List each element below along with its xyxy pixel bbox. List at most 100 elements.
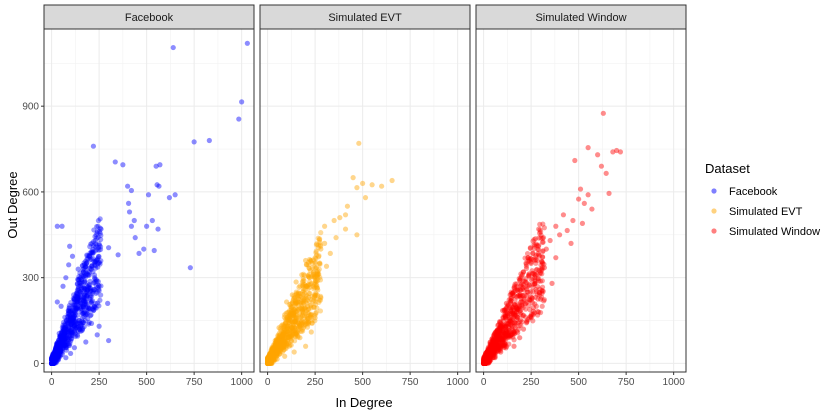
data-point	[84, 256, 90, 262]
data-point	[497, 329, 503, 335]
data-point	[535, 283, 541, 290]
data-point	[271, 345, 277, 351]
data-point	[52, 353, 59, 360]
data-point	[481, 360, 487, 367]
data-point	[536, 267, 542, 273]
data-point	[481, 360, 487, 367]
data-point	[266, 360, 273, 367]
data-point	[490, 343, 496, 349]
data-point	[314, 285, 321, 291]
data-point	[290, 324, 296, 330]
data-point	[497, 347, 503, 354]
data-point	[281, 337, 287, 343]
data-point	[535, 246, 542, 253]
data-point	[58, 346, 64, 352]
data-point	[74, 298, 81, 305]
data-point	[498, 337, 505, 343]
data-point	[267, 355, 274, 361]
data-point	[303, 257, 309, 264]
data-point	[496, 332, 502, 338]
data-point	[55, 348, 61, 355]
data-point	[54, 344, 60, 350]
data-point	[530, 311, 536, 317]
data-point	[491, 343, 497, 349]
data-point	[481, 360, 487, 367]
data-point	[74, 304, 80, 311]
data-point	[71, 308, 77, 314]
data-point	[84, 283, 90, 289]
data-point	[85, 321, 92, 327]
data-point	[66, 308, 72, 314]
data-point	[49, 360, 55, 367]
data-point	[269, 352, 275, 359]
data-point	[532, 275, 538, 281]
data-point	[96, 287, 102, 294]
data-point	[83, 258, 89, 264]
data-point	[530, 318, 536, 324]
data-point	[49, 356, 56, 362]
data-point	[488, 343, 494, 349]
data-point	[49, 357, 55, 363]
data-point	[272, 353, 278, 360]
data-point	[293, 315, 300, 321]
data-point	[67, 341, 73, 347]
data-point	[92, 259, 98, 265]
data-point	[496, 334, 502, 340]
data-point	[493, 332, 499, 338]
data-point	[63, 326, 69, 332]
data-point	[280, 333, 286, 339]
data-point	[300, 278, 306, 284]
data-point	[266, 360, 272, 367]
data-point	[265, 360, 271, 367]
data-point	[94, 278, 100, 284]
data-point	[485, 351, 491, 357]
data-point	[508, 291, 514, 297]
data-point	[83, 293, 90, 299]
data-point	[526, 271, 532, 277]
data-point	[269, 344, 275, 350]
data-point	[54, 352, 60, 359]
data-point	[486, 351, 492, 357]
data-point	[506, 341, 512, 347]
data-point	[77, 301, 83, 307]
data-point	[50, 357, 56, 363]
data-point	[90, 269, 96, 275]
data-point	[69, 330, 75, 336]
data-point	[481, 360, 487, 366]
data-point	[274, 344, 281, 350]
data-point	[482, 352, 489, 358]
data-point	[265, 356, 271, 362]
data-point	[492, 342, 498, 348]
data-point	[96, 253, 102, 260]
data-point	[73, 293, 79, 299]
data-point	[503, 333, 510, 339]
data-point	[481, 360, 487, 367]
data-point	[530, 284, 536, 290]
data-point	[528, 277, 534, 283]
data-point	[519, 303, 525, 309]
data-point	[481, 356, 487, 362]
data-point	[511, 329, 517, 335]
data-point	[483, 349, 489, 356]
data-point	[498, 337, 504, 343]
data-point	[316, 271, 322, 277]
data-point	[57, 344, 63, 350]
data-point	[311, 273, 317, 280]
data-point	[265, 360, 271, 367]
data-point	[267, 352, 273, 358]
data-point	[278, 336, 285, 342]
data-point	[511, 329, 517, 336]
data-point	[275, 344, 281, 350]
data-point	[68, 318, 74, 324]
data-point	[269, 360, 275, 366]
data-point	[308, 302, 314, 308]
data-point	[69, 326, 75, 332]
data-point	[51, 354, 57, 360]
data-point	[497, 325, 503, 331]
data-point	[295, 299, 301, 305]
data-point	[266, 360, 272, 366]
data-point	[493, 344, 499, 350]
data-point	[292, 330, 298, 336]
data-point	[535, 296, 541, 302]
data-point	[494, 328, 501, 334]
